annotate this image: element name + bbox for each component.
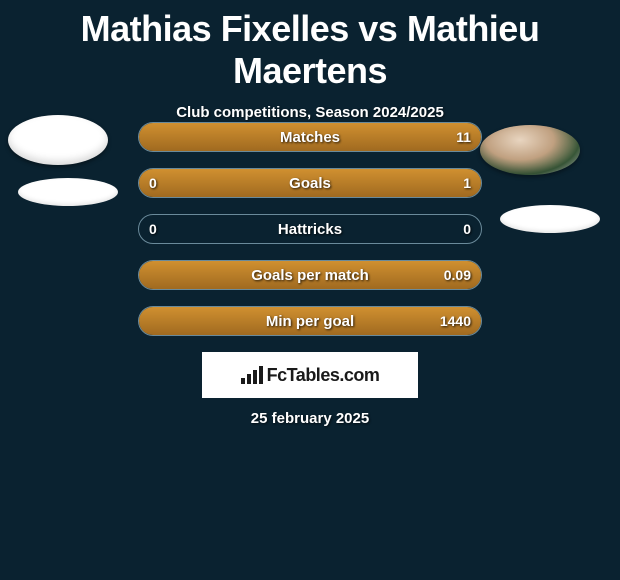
- logo-text: FcTables.com: [267, 365, 380, 386]
- date-text: 25 february 2025: [0, 410, 620, 427]
- stat-value-left: 0: [149, 215, 157, 243]
- stat-row: Goals0 1: [138, 168, 482, 198]
- player2-avatar: [480, 125, 580, 175]
- stat-label: Goals: [139, 169, 481, 197]
- stat-row: Goals per match0.09: [138, 260, 482, 290]
- stat-row: Min per goal1440: [138, 306, 482, 336]
- stat-value-right: 0.09: [444, 261, 471, 289]
- logo-box: FcTables.com: [202, 352, 418, 398]
- stat-row: Hattricks0 0: [138, 214, 482, 244]
- stat-row: Matches11: [138, 122, 482, 152]
- stat-label: Matches: [139, 123, 481, 151]
- stat-value-right: 1440: [440, 307, 471, 335]
- player2-flag: [500, 205, 600, 233]
- stat-label: Hattricks: [139, 215, 481, 243]
- player1-avatar: [8, 115, 108, 165]
- bars-icon: [241, 366, 263, 384]
- player1-flag: [18, 178, 118, 206]
- page-title: Mathias Fixelles vs Mathieu Maertens: [0, 0, 620, 92]
- stats-container: Matches11Goals01Hattricks00Goals per mat…: [138, 122, 482, 352]
- stat-value-right: 1: [463, 169, 471, 197]
- subtitle: Club competitions, Season 2024/2025: [0, 104, 620, 121]
- stat-value-right: 0: [463, 215, 471, 243]
- stat-value-right: 11: [456, 123, 471, 151]
- stat-label: Min per goal: [139, 307, 481, 335]
- stat-value-left: 0: [149, 169, 157, 197]
- stat-label: Goals per match: [139, 261, 481, 289]
